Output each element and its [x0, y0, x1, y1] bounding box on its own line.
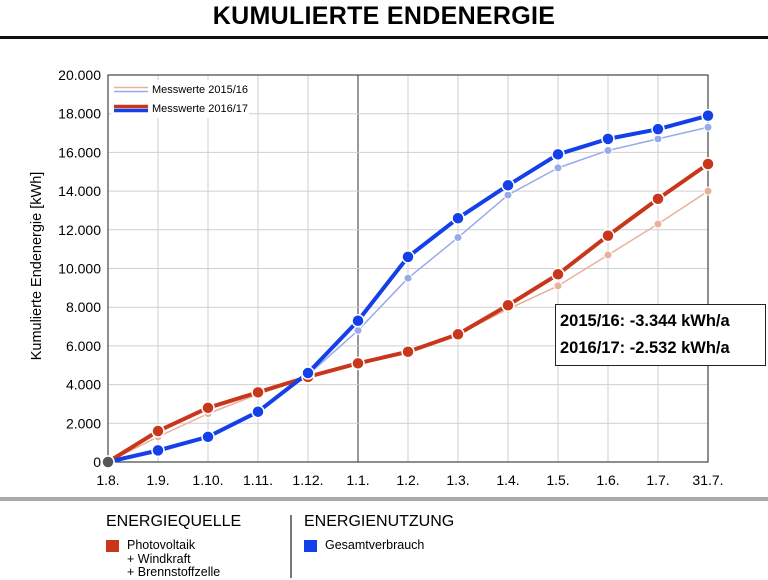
data-point	[703, 122, 713, 132]
data-point	[553, 281, 563, 291]
data-point	[403, 273, 413, 283]
data-point	[703, 186, 713, 196]
y-tick-label: 10.000	[58, 261, 101, 277]
x-tick-label: 1.5.	[546, 472, 569, 488]
data-point	[653, 134, 663, 144]
x-tick-labels: 1.8. 1.9. 1.10. 1.11. 1.12. 1.1. 1.2. 1.3. 1.4. 1…	[96, 472, 723, 488]
energy-source-heading: ENERGIEQUELLE	[106, 513, 242, 530]
x-tick-label: 1.12.	[292, 472, 323, 488]
data-point	[351, 356, 365, 371]
x-tick-label: 1.9.	[146, 472, 169, 488]
x-tick-label: 31.7.	[692, 472, 723, 488]
x-tick-label: 1.1.	[346, 472, 369, 488]
data-point	[551, 147, 565, 162]
line-chart: 0 2.000 4.000 6.000 8.000 10.000 12.000 14.000 1…	[29, 67, 724, 488]
data-point	[601, 132, 615, 146]
energy-source-swatch	[106, 540, 119, 552]
chart-title: KUMULIERTE ENDENERGIE	[212, 2, 556, 30]
energy-use-heading: ENERGIENUTZUNG	[304, 513, 455, 530]
x-tick-label: 1.6.	[596, 472, 619, 488]
x-tick-label: 1.7.	[646, 472, 669, 488]
data-point	[351, 313, 365, 328]
data-point	[401, 250, 415, 264]
data-point	[101, 455, 115, 469]
data-point	[601, 228, 615, 243]
y-tick-labels: 0 2.000 4.000 6.000 8.000 10.000 12.000 14.000 1…	[58, 67, 101, 470]
data-point	[201, 401, 215, 415]
data-point	[603, 250, 613, 260]
data-point	[553, 163, 563, 173]
energy-use-label: Gesamtverbrauch	[325, 538, 425, 552]
energy-use-swatch	[304, 540, 317, 552]
legend-label: Messwerte 2016/17	[152, 103, 248, 115]
data-point	[151, 443, 165, 458]
y-tick-label: 16.000	[58, 144, 101, 160]
x-tick-label: 1.10.	[192, 472, 223, 488]
y-tick-label: 0	[93, 454, 101, 470]
data-point	[653, 219, 663, 229]
data-point	[701, 108, 715, 123]
data-point	[501, 298, 515, 313]
y-tick-label: 14.000	[58, 183, 101, 199]
data-point	[551, 267, 565, 282]
data-point	[503, 190, 513, 200]
balance-summary-box: 2015/16: -3.344 kWh/a 2016/17: -2.532 kW…	[555, 304, 766, 366]
chart-series	[101, 108, 715, 469]
data-point	[651, 122, 665, 136]
x-tick-label: 1.3.	[446, 472, 469, 488]
energy-source-label: Photovoltaik + Windkraft + Brennstoffzel…	[127, 538, 221, 579]
legend-label: Messwerte 2015/16	[152, 84, 248, 96]
y-tick-label: 6.000	[66, 338, 101, 354]
y-tick-label: 4.000	[66, 377, 101, 393]
data-point	[353, 325, 363, 335]
y-tick-label: 2.000	[66, 415, 101, 431]
plot-frame	[107, 74, 709, 463]
x-tick-label: 1.2.	[396, 472, 419, 488]
data-point	[251, 385, 265, 400]
x-tick-label: 1.11.	[243, 472, 273, 488]
data-point	[151, 424, 165, 438]
x-tick-label: 1.8.	[96, 472, 119, 488]
data-point	[401, 344, 415, 359]
chart-legend: Messwerte 2015/16 Messwerte 2016/17	[111, 80, 249, 118]
data-point	[453, 233, 463, 243]
data-point	[603, 145, 613, 155]
bottom-rule	[0, 497, 768, 501]
title-rule	[0, 36, 768, 39]
y-tick-label: 18.000	[58, 106, 101, 122]
data-point	[451, 211, 465, 225]
data-point	[701, 157, 715, 171]
balance-2015-16: 2015/16: -3.344 kWh/a	[560, 312, 730, 330]
data-point	[451, 327, 465, 342]
y-tick-label: 20.000	[58, 67, 101, 83]
balance-2016-17: 2016/17: -2.532 kWh/a	[560, 339, 730, 357]
y-axis-label: Kumulierte Endenergie [kWh]	[29, 172, 45, 361]
y-tick-label: 12.000	[58, 222, 101, 238]
data-point	[201, 430, 215, 444]
y-tick-label: 8.000	[66, 299, 101, 315]
data-point	[251, 404, 265, 419]
data-point	[501, 178, 515, 193]
data-point	[301, 366, 315, 380]
legend-divider	[290, 515, 292, 578]
x-tick-label: 1.4.	[496, 472, 519, 488]
chart-grid	[107, 74, 709, 463]
data-point	[651, 192, 665, 206]
